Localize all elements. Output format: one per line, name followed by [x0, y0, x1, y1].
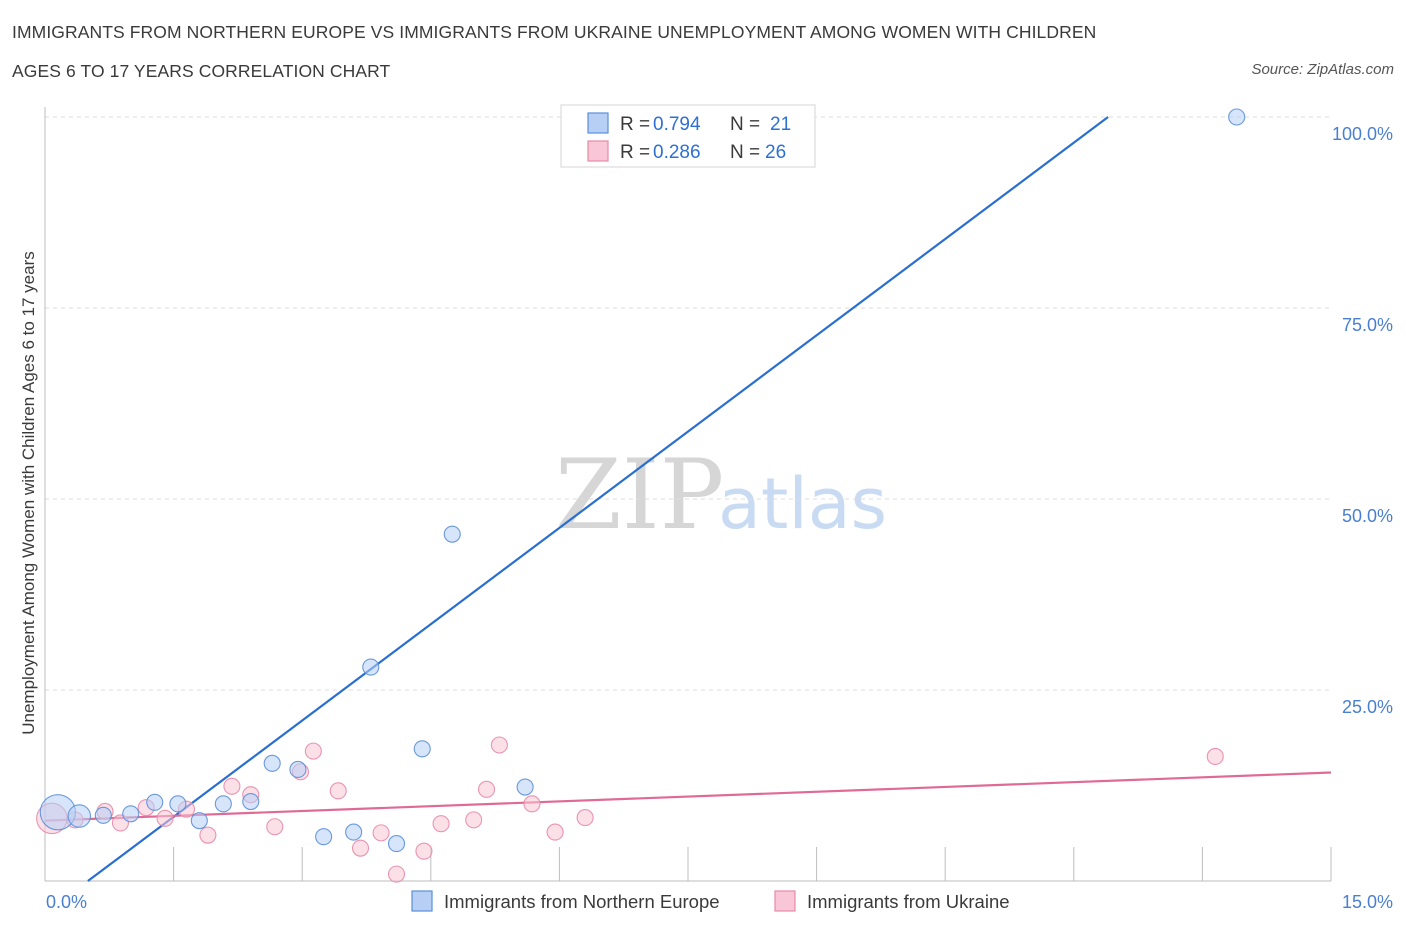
data-point-northern-europe	[190, 812, 208, 830]
data-point-northern-europe	[516, 778, 534, 796]
y-axis-label: Unemployment Among Women with Children A…	[19, 251, 38, 735]
data-point-ukraine	[351, 839, 370, 857]
data-point-northern-europe	[387, 835, 406, 853]
data-point-ukraine	[415, 842, 433, 860]
source-label: Source: ZipAtlas.com	[1251, 61, 1394, 78]
data-point-northern-europe	[94, 806, 112, 824]
data-point-ukraine	[329, 782, 347, 800]
data-point-ukraine	[465, 811, 483, 829]
legend-swatch-ukraine	[587, 140, 609, 162]
chart-title-line-2: AGES 6 TO 17 YEARS CORRELATION CHART	[12, 61, 391, 81]
trend-line-northern-europe	[87, 116, 1109, 882]
series-legend-label-northern-europe: Immigrants from Northern Europe	[444, 891, 720, 912]
series-legend-label-ukraine: Immigrants from Ukraine	[807, 891, 1010, 912]
data-point-northern-europe	[146, 793, 164, 811]
y-tick-label: 25.0%	[1342, 697, 1393, 717]
chart-title-line-1: IMMIGRANTS FROM NORTHERN EUROPE VS IMMIG…	[12, 22, 1097, 42]
data-point-ukraine	[304, 742, 322, 760]
series-legend-swatch-ukraine	[774, 890, 796, 912]
series-legend-swatch-northern-europe	[411, 890, 433, 912]
stats-legend: R = 0.794 N = 21 R = 0.286 N = 26	[560, 104, 816, 168]
y-tick-label: 50.0%	[1342, 506, 1393, 526]
legend-n-label-northern-europe: N =	[730, 114, 760, 135]
x-tick-labels: 0.0% 15.0%	[46, 892, 1393, 912]
legend-n-value-northern-europe: 21	[770, 114, 791, 135]
data-point-ukraine	[432, 815, 450, 833]
trend-lines	[44, 116, 1332, 882]
data-point-northern-europe	[214, 795, 232, 813]
data-point-northern-europe	[263, 754, 281, 772]
watermark-zip: ZIP	[555, 439, 724, 551]
legend-r-label-northern-europe: R =	[620, 114, 650, 135]
series-legend: Immigrants from Northern Europe Immigran…	[411, 890, 1010, 912]
data-point-northern-europe	[1228, 108, 1246, 126]
data-point-ukraine	[372, 824, 390, 842]
watermark-atlas: atlas	[718, 463, 887, 545]
y-tick-labels: 25.0% 50.0% 75.0% 100.0%	[1332, 124, 1393, 717]
data-point-northern-europe	[315, 828, 333, 846]
data-point-ukraine	[156, 809, 174, 827]
axes	[44, 107, 1332, 882]
data-point-ukraine	[546, 823, 564, 841]
data-point-ukraine	[477, 780, 496, 798]
data-point-northern-europe	[242, 792, 260, 811]
data-point-northern-europe	[362, 658, 380, 676]
legend-n-value-ukraine: 26	[765, 142, 786, 163]
data-point-ukraine	[576, 809, 594, 827]
data-point-northern-europe	[413, 740, 431, 758]
legend-swatch-northern-europe	[587, 112, 609, 134]
data-point-ukraine	[387, 865, 406, 883]
data-point-northern-europe	[67, 804, 92, 828]
watermark: ZIP atlas	[555, 439, 887, 551]
data-point-ukraine	[1206, 747, 1224, 766]
x-tick-label-max: 15.0%	[1342, 892, 1393, 912]
data-point-ukraine	[199, 826, 217, 844]
gridlines	[45, 116, 1331, 691]
data-point-ukraine	[523, 795, 541, 813]
y-tick-label: 100.0%	[1332, 124, 1393, 144]
data-point-ukraine	[223, 777, 241, 795]
data-point-northern-europe	[345, 823, 363, 841]
legend-r-label-ukraine: R =	[620, 142, 650, 163]
legend-r-value-northern-europe: 0.794	[653, 114, 701, 135]
legend-r-value-ukraine: 0.286	[653, 142, 701, 163]
data-point-northern-europe	[289, 760, 307, 779]
legend-n-label-ukraine: N =	[730, 142, 760, 163]
data-point-northern-europe	[169, 795, 187, 813]
data-point-ukraine	[490, 736, 508, 754]
y-tick-label: 75.0%	[1342, 315, 1393, 335]
data-point-ukraine	[266, 818, 284, 836]
trend-line-ukraine	[44, 771, 1332, 822]
x-tick-label-min: 0.0%	[46, 892, 87, 912]
data-point-northern-europe	[122, 805, 140, 823]
data-points	[36, 108, 1246, 883]
data-point-northern-europe	[443, 525, 461, 543]
